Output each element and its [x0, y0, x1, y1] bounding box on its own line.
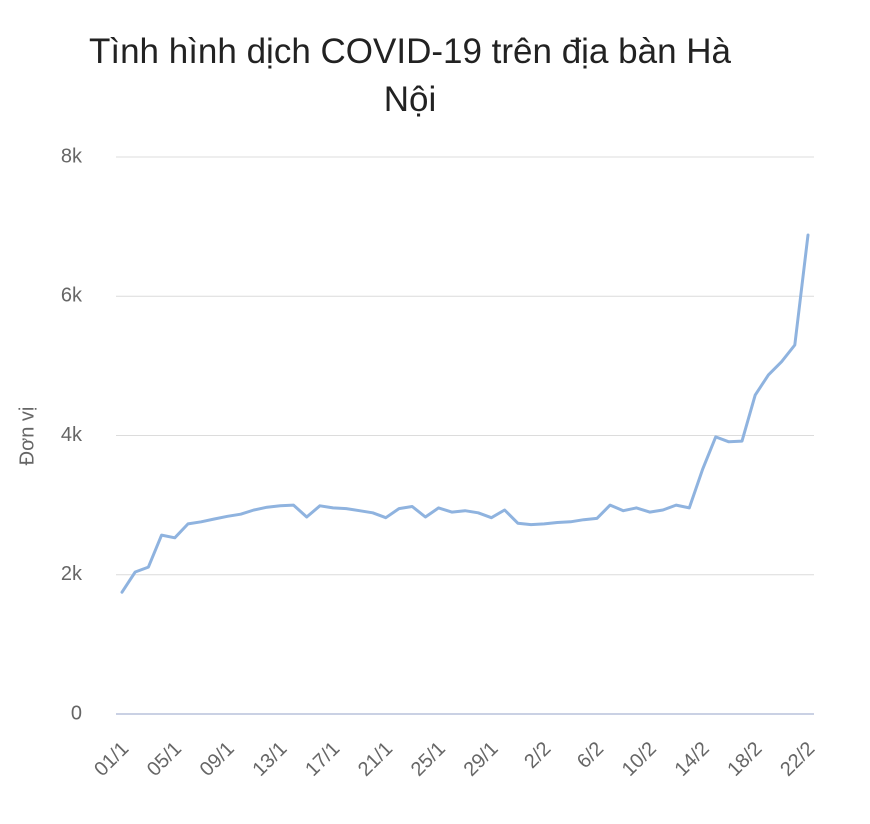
- x-tick-label: 01/1: [90, 738, 133, 781]
- y-tick-label: 8k: [61, 145, 83, 167]
- y-tick-label: 0: [71, 702, 82, 724]
- y-tick-label: 2k: [61, 563, 83, 585]
- x-tick-label: 6/2: [573, 738, 608, 773]
- x-tick-label: 2/2: [520, 738, 555, 773]
- x-tick-label: 09/1: [196, 738, 239, 781]
- x-tick-label: 25/1: [407, 738, 450, 781]
- x-tick-label: 05/1: [143, 738, 186, 781]
- x-tick-label: 18/2: [723, 738, 766, 781]
- y-tick-label: 6k: [61, 285, 83, 307]
- x-tick-label: 22/2: [776, 738, 819, 781]
- chart-title: Tình hình dịch COVID-19 trên địa bàn Hà …: [88, 32, 731, 119]
- y-tick-label: 4k: [61, 424, 83, 446]
- x-tick-label: 29/1: [460, 738, 503, 781]
- y-axis-title: Đơn vị: [16, 407, 38, 466]
- x-tick-label: 10/2: [618, 738, 661, 781]
- x-tick-label: 13/1: [248, 738, 291, 781]
- data-line: [120, 233, 810, 594]
- x-tick-label: 17/1: [301, 738, 344, 781]
- x-tick-label: 21/1: [354, 738, 397, 781]
- x-tick-label: 14/2: [671, 738, 714, 781]
